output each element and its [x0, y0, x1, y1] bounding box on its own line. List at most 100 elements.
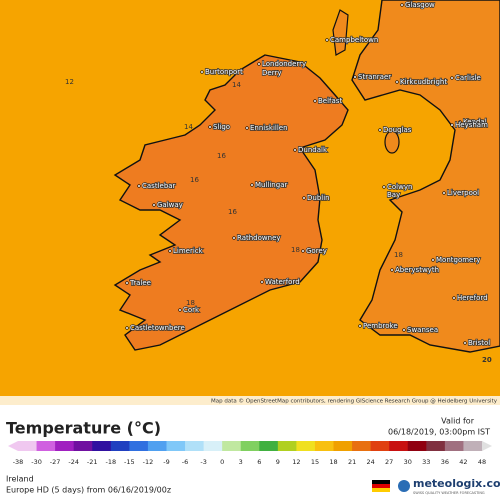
place-dot — [382, 185, 386, 189]
place-dot — [250, 183, 254, 187]
place-label: Londonderry — [262, 60, 306, 68]
place-dot — [137, 184, 141, 188]
tagline: SWISS QUALITY WEATHER FORECASTING — [413, 491, 485, 495]
place-dot — [260, 280, 264, 284]
place-label: Galway — [157, 201, 183, 209]
place-label: Campbeltown — [330, 36, 378, 44]
kintyre — [332, 9, 349, 56]
place-label: Waterford — [265, 278, 300, 286]
place-dot — [313, 99, 317, 103]
color-step — [370, 441, 390, 451]
place-label: Belfast — [318, 97, 342, 105]
tick-label: 33 — [422, 458, 430, 466]
place-label: Sligo — [213, 123, 230, 131]
flag — [372, 484, 390, 488]
place-dot — [200, 70, 204, 74]
isotherm-label: 16 — [228, 208, 237, 216]
place-dot — [245, 126, 249, 130]
place-dot — [152, 203, 156, 207]
tick-label: 36 — [441, 458, 449, 466]
tick-label: 15 — [311, 458, 319, 466]
isotherm-label: 14 — [232, 81, 241, 89]
place-label: Burtonport — [205, 68, 243, 76]
place-dot — [463, 341, 467, 345]
place-dot — [402, 328, 406, 332]
place-label: Heysham — [455, 121, 488, 129]
isotherm-label: 16 — [217, 152, 226, 160]
place-dot — [293, 148, 297, 152]
isotherm-label: 18 — [291, 246, 300, 254]
place-dot — [400, 3, 404, 7]
tick-label: 27 — [385, 458, 393, 466]
tick-label: -21 — [87, 458, 98, 466]
tick-label: 12 — [292, 458, 300, 466]
color-step — [185, 441, 205, 451]
color-step — [36, 441, 56, 451]
place-label: Bristol — [468, 339, 490, 347]
place-dot — [208, 125, 212, 129]
place-label: Aberystwyth — [395, 266, 439, 274]
color-step — [92, 441, 112, 451]
tick-label: 9 — [276, 458, 280, 466]
isotherm-label: 14 — [184, 123, 193, 131]
isotherm-label: 12 — [65, 78, 74, 86]
place-label: Pembroke — [363, 322, 398, 330]
place-dot — [458, 120, 462, 124]
tick-label: -18 — [105, 458, 116, 466]
tick-label: 48 — [478, 458, 486, 466]
color-step — [73, 441, 93, 451]
color-step — [55, 441, 75, 451]
logo-icon — [398, 480, 410, 492]
color-step — [240, 441, 260, 451]
place-dot — [257, 62, 261, 66]
isle-of-man — [384, 130, 400, 154]
place-label: Enniskillen — [250, 124, 288, 132]
place-label: Bay — [387, 191, 400, 199]
brand: meteologix.com — [413, 477, 500, 490]
isotherm-label: 18 — [394, 251, 403, 259]
tick-label: -12 — [143, 458, 154, 466]
place-dot — [302, 196, 306, 200]
tick-label: -15 — [124, 458, 135, 466]
tick-label: 3 — [239, 458, 243, 466]
place-dot — [358, 324, 362, 328]
color-step — [426, 441, 446, 451]
flag — [372, 488, 390, 492]
place-label: Kendal — [463, 118, 487, 126]
place-label: Mullingar — [255, 181, 287, 189]
region: Ireland — [6, 475, 34, 484]
tick-label: -30 — [31, 458, 42, 466]
tick-label: -24 — [68, 458, 79, 466]
place-label: Stranraer — [358, 73, 391, 81]
place-label: Derry — [262, 69, 281, 77]
place-dot — [450, 76, 454, 80]
ireland — [113, 54, 349, 351]
place-dot — [125, 281, 129, 285]
place-label: Castlebar — [142, 182, 176, 190]
tick-label: 18 — [329, 458, 337, 466]
place-label: Dublin — [307, 194, 330, 202]
place-dot — [442, 191, 446, 195]
color-step — [444, 441, 464, 451]
place-label: Kirkcudbright — [400, 78, 447, 86]
color-step — [389, 441, 409, 451]
place-dot — [450, 123, 454, 127]
place-label: Swansea — [407, 326, 438, 334]
place-dot — [178, 308, 182, 312]
valid-time: 06/18/2019, 03:00pm IST — [388, 428, 490, 437]
place-dot — [232, 236, 236, 240]
place-label: Limerick — [173, 247, 204, 255]
color-step — [18, 441, 38, 451]
color-step — [110, 441, 130, 451]
attribution-bar — [0, 396, 500, 405]
isotherm-label: 18 — [186, 299, 195, 307]
place-dot — [431, 258, 435, 262]
legend-title: Temperature (°C) — [6, 419, 161, 438]
great-britain — [351, 0, 500, 353]
tick-label: -6 — [182, 458, 188, 466]
place-dot — [395, 80, 399, 84]
place-dot — [390, 268, 394, 272]
tick-label: 0 — [220, 458, 224, 466]
tick-label: 42 — [459, 458, 467, 466]
